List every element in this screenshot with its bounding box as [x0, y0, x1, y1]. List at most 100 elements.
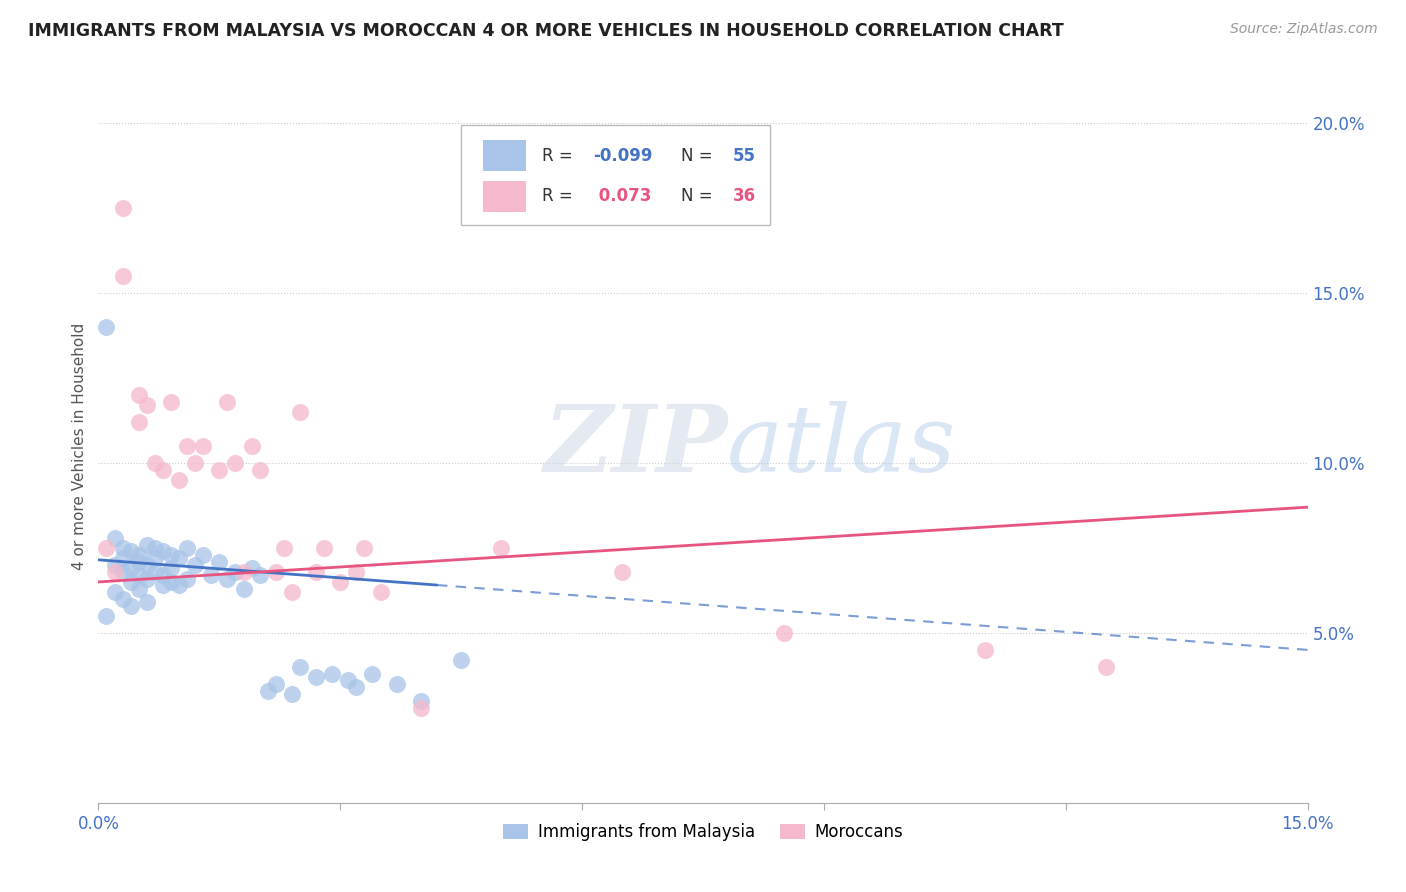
Point — [167, 578, 190, 592]
Point — [314, 541, 336, 555]
FancyBboxPatch shape — [461, 125, 769, 225]
Point — [305, 565, 328, 579]
Point — [143, 551, 166, 566]
Point — [264, 565, 287, 579]
Point — [288, 405, 311, 419]
Point — [217, 394, 239, 409]
Point — [337, 673, 360, 688]
Point — [111, 551, 134, 566]
Point — [103, 565, 125, 579]
Point — [273, 541, 295, 555]
Point — [120, 574, 142, 589]
Point — [232, 565, 254, 579]
Point — [200, 568, 222, 582]
Point — [281, 687, 304, 701]
Point — [143, 456, 166, 470]
Text: ZIP: ZIP — [543, 401, 727, 491]
Point — [143, 565, 166, 579]
Point — [409, 694, 432, 708]
Text: N =: N = — [682, 146, 718, 164]
Point — [167, 473, 190, 487]
Point — [491, 541, 513, 555]
Point — [217, 572, 239, 586]
Point — [240, 561, 263, 575]
Point — [135, 398, 157, 412]
Text: Source: ZipAtlas.com: Source: ZipAtlas.com — [1230, 22, 1378, 37]
Text: R =: R = — [543, 146, 578, 164]
Point — [184, 456, 207, 470]
Point — [135, 558, 157, 572]
Point — [249, 463, 271, 477]
FancyBboxPatch shape — [482, 180, 526, 212]
Text: 0.073: 0.073 — [593, 187, 651, 205]
Point — [160, 548, 183, 562]
Point — [176, 572, 198, 586]
Point — [135, 595, 157, 609]
Point — [128, 568, 150, 582]
Point — [128, 388, 150, 402]
Point — [240, 439, 263, 453]
Point — [224, 565, 246, 579]
Point — [96, 320, 118, 334]
Point — [135, 572, 157, 586]
Point — [103, 558, 125, 572]
Point — [409, 700, 432, 714]
Point — [152, 578, 174, 592]
Point — [450, 653, 472, 667]
Point — [176, 541, 198, 555]
Point — [344, 680, 367, 694]
Point — [135, 537, 157, 551]
Point — [224, 456, 246, 470]
Point — [264, 677, 287, 691]
Point — [305, 670, 328, 684]
Point — [111, 541, 134, 555]
Point — [208, 555, 231, 569]
Text: -0.099: -0.099 — [593, 146, 652, 164]
Point — [152, 568, 174, 582]
Point — [103, 531, 125, 545]
Point — [160, 394, 183, 409]
Point — [128, 582, 150, 596]
Text: R =: R = — [543, 187, 578, 205]
Point — [974, 643, 997, 657]
Point — [612, 565, 634, 579]
Point — [256, 683, 278, 698]
Point — [111, 269, 134, 284]
Point — [361, 666, 384, 681]
Point — [111, 201, 134, 215]
Text: 36: 36 — [734, 187, 756, 205]
Point — [193, 439, 215, 453]
Point — [249, 568, 271, 582]
Text: N =: N = — [682, 187, 718, 205]
Point — [128, 415, 150, 429]
Point — [208, 463, 231, 477]
Point — [370, 585, 392, 599]
Point — [96, 541, 118, 555]
Point — [353, 541, 375, 555]
Point — [232, 582, 254, 596]
Point — [120, 544, 142, 558]
Point — [152, 544, 174, 558]
Legend: Immigrants from Malaysia, Moroccans: Immigrants from Malaysia, Moroccans — [496, 817, 910, 848]
Point — [1095, 660, 1118, 674]
Point — [120, 561, 142, 575]
Point — [160, 574, 183, 589]
Point — [167, 551, 190, 566]
Point — [103, 585, 125, 599]
Point — [128, 555, 150, 569]
Point — [176, 439, 198, 453]
Point — [152, 463, 174, 477]
Point — [385, 677, 408, 691]
Point — [96, 608, 118, 623]
Y-axis label: 4 or more Vehicles in Household: 4 or more Vehicles in Household — [72, 322, 87, 570]
Point — [772, 626, 794, 640]
Point — [184, 558, 207, 572]
Point — [160, 561, 183, 575]
Point — [111, 591, 134, 606]
Point — [120, 599, 142, 613]
Text: atlas: atlas — [727, 401, 956, 491]
Text: IMMIGRANTS FROM MALAYSIA VS MOROCCAN 4 OR MORE VEHICLES IN HOUSEHOLD CORRELATION: IMMIGRANTS FROM MALAYSIA VS MOROCCAN 4 O… — [28, 22, 1064, 40]
Point — [321, 666, 343, 681]
Point — [281, 585, 304, 599]
Point — [111, 565, 134, 579]
